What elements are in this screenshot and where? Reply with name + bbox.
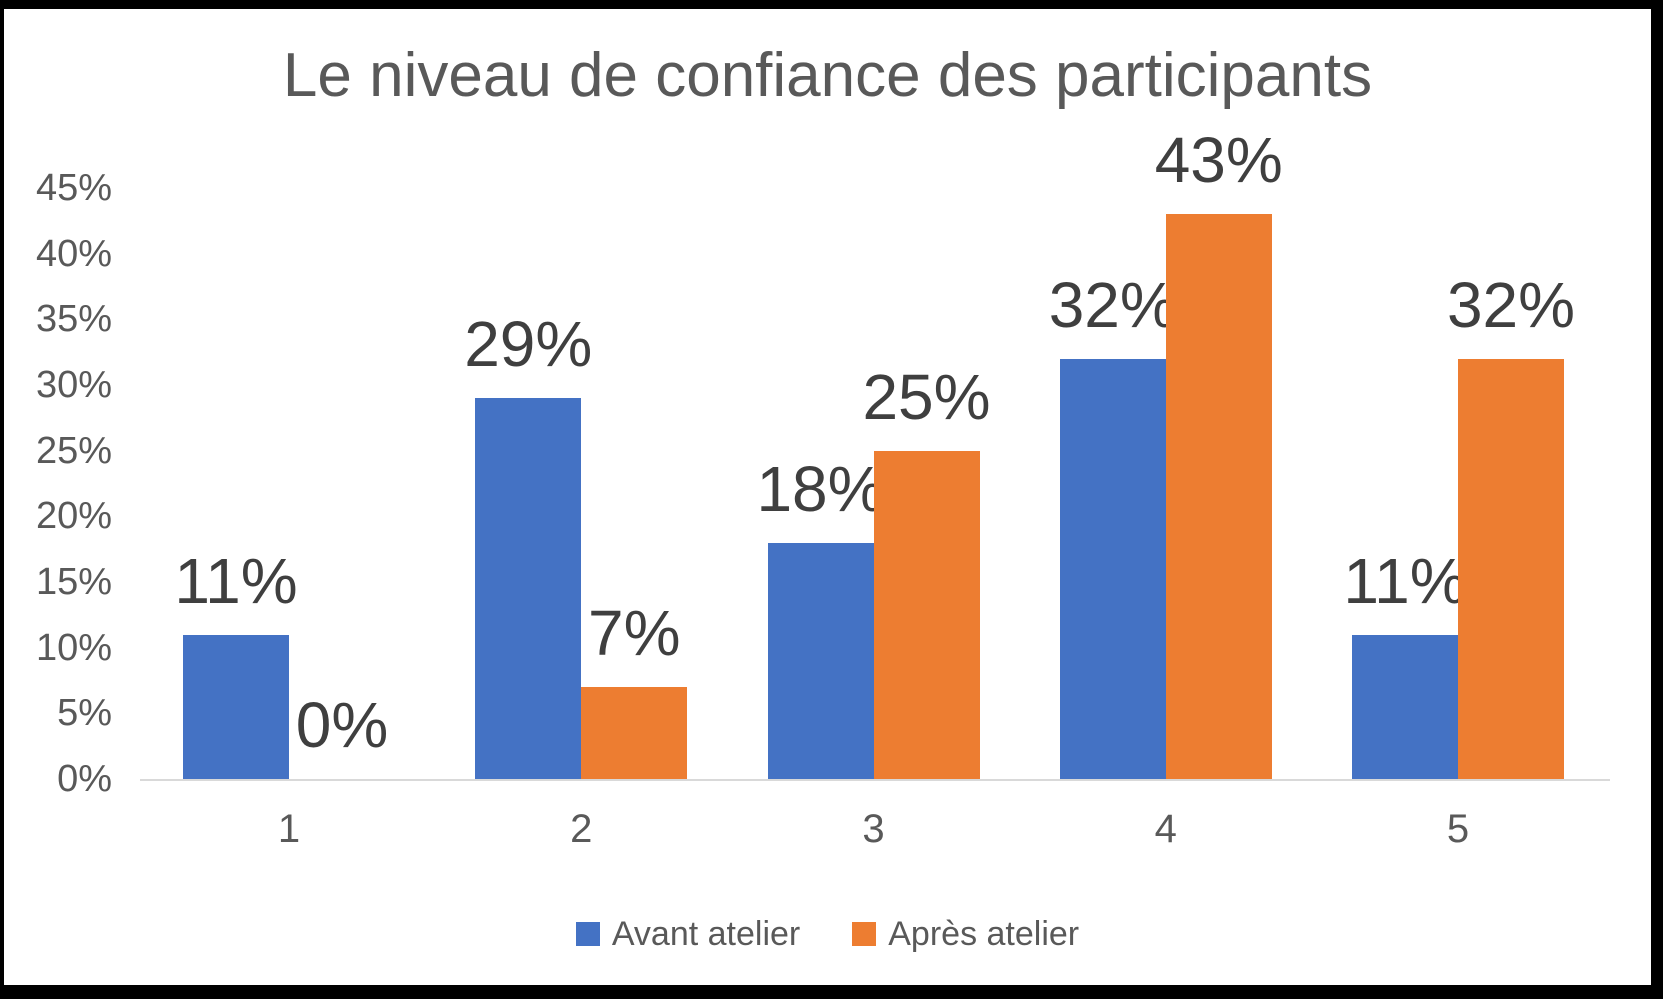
legend-swatch-avant-atelier [575, 922, 600, 946]
bar-avant-atelier-cat5 [1352, 635, 1458, 779]
chart-canvas: Le niveau de confiance des participants … [4, 9, 1651, 985]
legend-item-apr-s-atelier: Après atelier [852, 917, 1079, 951]
bar-apr-s-atelier-cat2 [581, 687, 688, 779]
bar-avant-atelier-cat2 [475, 398, 582, 779]
data-label-avant-atelier-cat5: 11% [1343, 545, 1467, 617]
bar-avant-atelier-cat1 [183, 635, 289, 779]
data-label-apr-s-atelier-cat5: 32% [1446, 269, 1576, 341]
data-label-apr-s-atelier-cat4: 43% [1154, 124, 1283, 196]
x-axis-label-1: 1 [277, 807, 301, 851]
data-label-avant-atelier-cat2: 29% [464, 308, 593, 380]
bar-apr-s-atelier-cat5 [1458, 359, 1564, 779]
legend-label-apr-s-atelier: Après atelier [888, 915, 1080, 953]
x-axis-label-3: 3 [862, 807, 885, 851]
legend-label-avant-atelier: Avant atelier [611, 915, 801, 953]
bar-avant-atelier-cat4 [1059, 359, 1166, 779]
y-axis-tick-label-30%: 30% [35, 363, 112, 406]
y-axis-tick-label-45%: 45% [35, 166, 112, 209]
legend-swatch-apr-s-atelier [852, 922, 877, 946]
chart-title: Le niveau de confiance des participants [282, 41, 1373, 110]
x-axis-label-5: 5 [1446, 807, 1470, 851]
y-axis-tick-label-35%: 35% [35, 298, 112, 341]
x-axis-label-2: 2 [570, 807, 593, 851]
bar-apr-s-atelier-cat4 [1165, 214, 1272, 779]
data-label-apr-s-atelier-cat3: 25% [862, 361, 991, 433]
data-label-avant-atelier-cat4: 32% [1048, 269, 1177, 341]
y-axis-tick-label-15%: 15% [35, 560, 112, 603]
y-axis-tick-label-10%: 10% [35, 626, 112, 669]
y-axis-tick-label-20%: 20% [35, 495, 112, 538]
legend-item-avant-atelier: Avant atelier [575, 915, 801, 953]
y-axis-tick-label-5%: 5% [57, 692, 112, 735]
y-axis-tick-label-0%: 0% [57, 758, 112, 800]
data-label-apr-s-atelier-cat1: 0% [295, 689, 389, 761]
bar-apr-s-atelier-cat3 [873, 451, 980, 779]
y-axis-tick-label-25%: 25% [35, 429, 112, 472]
y-axis-tick-label-40%: 40% [35, 232, 112, 275]
legend: Avant atelier Après atelier [4, 917, 1651, 951]
data-label-apr-s-atelier-cat2: 7% [588, 597, 681, 669]
bar-avant-atelier-cat3 [767, 543, 874, 779]
data-label-avant-atelier-cat1: 11% [174, 545, 298, 617]
x-axis-line [140, 779, 1610, 781]
data-label-avant-atelier-cat3: 18% [756, 453, 885, 525]
x-axis-label-4: 4 [1154, 807, 1177, 851]
